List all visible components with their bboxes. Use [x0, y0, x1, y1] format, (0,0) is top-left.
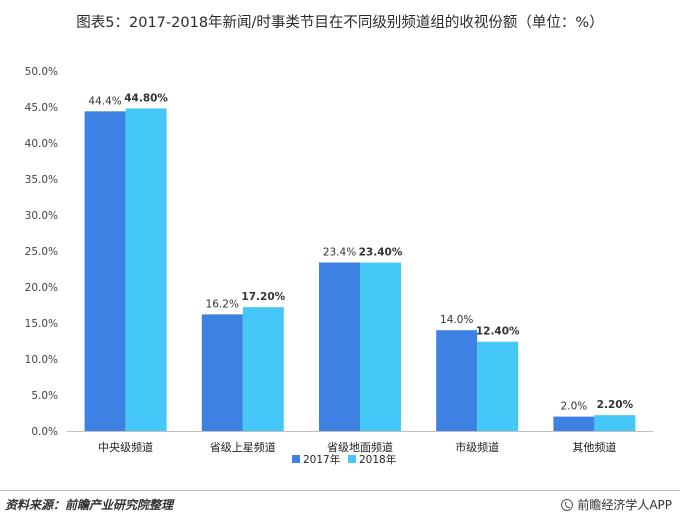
data-label: 2.20% — [597, 399, 634, 411]
legend-swatch — [292, 455, 300, 463]
legend-label: 2018年 — [359, 453, 396, 466]
legend-swatch — [348, 455, 356, 463]
brand-logo-icon — [561, 498, 574, 511]
bar-2017 — [319, 262, 360, 431]
y-tick-label: 50.0% — [25, 66, 58, 78]
data-label: 14.0% — [440, 314, 473, 326]
y-tick-label: 45.0% — [25, 102, 58, 114]
data-label: 2.0% — [561, 401, 588, 413]
category-label: 省级地面频道 — [327, 440, 393, 454]
y-tick-label: 30.0% — [25, 210, 58, 222]
brand-footer: 前瞻经济学人APP — [561, 496, 672, 513]
brand-name: 前瞻经济学人APP — [577, 498, 672, 512]
y-tick-label: 15.0% — [25, 318, 58, 330]
bar-2017 — [84, 111, 126, 431]
y-tick-label: 0.0% — [31, 426, 58, 438]
data-label: 23.40% — [359, 247, 403, 259]
y-tick-label: 10.0% — [25, 354, 58, 366]
bar-2017 — [553, 416, 595, 431]
footer-divider — [0, 490, 680, 491]
bar-2017 — [201, 314, 243, 431]
category-label: 市级频道 — [455, 440, 499, 454]
bar-2018 — [477, 341, 519, 431]
data-label: 17.20% — [241, 291, 285, 303]
y-tick-label: 20.0% — [25, 282, 58, 294]
bar-chart: 0.0% 5.0% 10.0% 15.0% 20.0% 25.0% 30.0% 35.0% 40… — [25, 66, 653, 466]
data-label: 16.2% — [206, 298, 239, 310]
y-tick-label: 5.0% — [31, 390, 58, 402]
bar-2018 — [125, 108, 167, 431]
data-label: 12.40% — [476, 326, 520, 338]
category-label: 中央级频道 — [98, 440, 153, 454]
chart-title: 图表5：2017-2018年新闻/时事类节目在不同级别频道组的收视份额（单位：%… — [76, 15, 604, 31]
legend-label: 2017年 — [303, 453, 340, 466]
y-tick-label: 25.0% — [25, 246, 58, 258]
bar-2018 — [242, 307, 284, 431]
bar-2018 — [360, 262, 401, 431]
y-tick-label: 40.0% — [25, 138, 58, 150]
y-tick-label: 35.0% — [25, 174, 58, 186]
category-label: 省级上星频道 — [210, 440, 276, 454]
bar-2018 — [594, 415, 636, 431]
data-label: 44.4% — [88, 95, 121, 107]
source-note: 资料来源：前瞻产业研究院整理 — [5, 498, 174, 512]
bar-2017 — [436, 330, 478, 431]
data-label: 23.4% — [323, 247, 356, 259]
category-label: 其他频道 — [572, 440, 616, 454]
data-label: 44.80% — [124, 92, 168, 104]
